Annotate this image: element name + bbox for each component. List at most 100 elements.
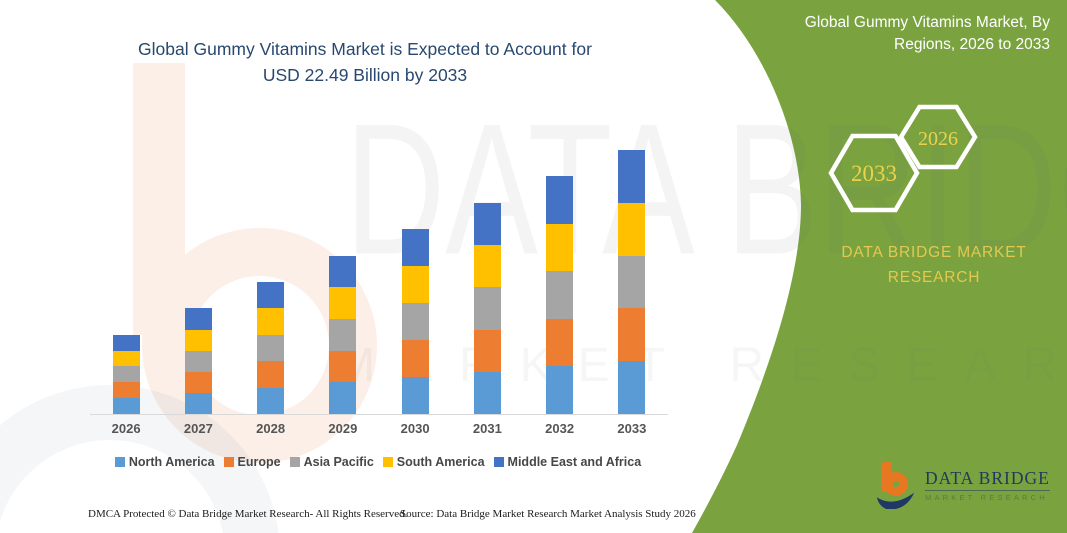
brand-text-watermark-line1: DATA BRIDGE	[345, 84, 1067, 294]
bar-segment	[257, 281, 285, 309]
bar-segment	[112, 382, 140, 399]
chart-main-title: Global Gummy Vitamins Market is Expected…	[138, 39, 592, 86]
bar-segment	[184, 392, 212, 414]
stacked-bar-chart	[90, 120, 668, 415]
year-hexagons: 2033 2026	[828, 104, 978, 213]
bar-segment	[618, 361, 646, 414]
bar-segment	[473, 329, 501, 372]
bar-segment	[401, 340, 429, 378]
bar-segment	[112, 398, 140, 414]
year-label: 2026	[111, 421, 141, 436]
legend-marker	[223, 457, 234, 467]
bar-segment	[329, 382, 357, 414]
bar-segment	[618, 202, 646, 256]
bar-segment	[329, 287, 357, 319]
bar-segment	[184, 371, 212, 393]
bar-segment	[473, 371, 501, 414]
bar-segment	[257, 361, 285, 388]
bar-segment	[257, 387, 285, 414]
stacked-bar-2031	[473, 202, 501, 414]
legend-marker	[493, 457, 504, 467]
stacked-bar-2028	[257, 281, 285, 414]
bar-segment	[618, 255, 646, 309]
year-label: 2033	[617, 421, 647, 436]
data-bridge-logo: DATA BRIDGE MARKET RESEARCH	[876, 461, 1050, 509]
legend-label: Europe	[237, 455, 281, 469]
bar-segment	[257, 334, 285, 362]
chart-legend: North America Europe Asia Pacific South Ame…	[86, 455, 670, 469]
bar-slot-2031	[451, 120, 523, 414]
logo-subtext: MARKET RESEARCH	[925, 493, 1048, 502]
legend-label: Asia Pacific	[303, 455, 374, 469]
bar-segment	[546, 271, 574, 319]
stacked-bar-2030	[401, 229, 429, 414]
bar-segment	[329, 350, 357, 383]
stacked-bar-2032	[546, 176, 574, 414]
brand-text-watermark-line2: MARKET RESEARCH	[335, 339, 1067, 392]
hexagon-2026-label: 2026	[918, 128, 958, 150]
stacked-bar-2027	[184, 308, 212, 414]
hexagon-2033	[828, 133, 920, 213]
bar-segment	[257, 308, 285, 335]
bar-segment	[329, 255, 357, 288]
bar-slot-2028	[235, 120, 307, 414]
legend-item: North America	[114, 455, 215, 469]
bar-segment	[112, 366, 140, 383]
legend-item: Middle East and Africa	[493, 455, 642, 469]
bar-segment	[473, 245, 501, 288]
bar-segment	[184, 308, 212, 330]
legend-marker	[382, 457, 393, 467]
year-label: 2028	[256, 421, 286, 436]
year-label: 2029	[328, 421, 358, 436]
source-note: Source: Data Bridge Market Research Mark…	[400, 508, 696, 520]
legend-item: South America	[382, 455, 485, 469]
legend-label: Middle East and Africa	[507, 455, 642, 469]
bar-segment	[546, 318, 574, 367]
legend-marker	[289, 457, 300, 467]
bar-slot-2032	[524, 120, 596, 414]
bar-slot-2026	[90, 120, 162, 414]
bar-segment	[618, 149, 646, 203]
bar-slot-2033	[596, 120, 668, 414]
bar-slot-2030	[379, 120, 451, 414]
stacked-bar-2026	[112, 334, 140, 414]
logo-name-text: DATA BRIDGE	[925, 468, 1050, 491]
bar-segment	[401, 303, 429, 341]
legend-marker	[114, 457, 125, 467]
band-brand-text: DATA BRIDGE MARKET RESEARCH	[841, 244, 1027, 286]
bar-segment	[401, 229, 429, 267]
bar-slot-2027	[162, 120, 234, 414]
stacked-bar-2029	[329, 255, 357, 414]
legend-label: North America	[128, 455, 215, 469]
bar-segment	[401, 266, 429, 304]
data-bridge-logo-icon	[876, 462, 915, 509]
x-axis-labels: 2026 2027 2028 2029 2030 2031 2032 2033	[90, 421, 668, 436]
bar-segment	[184, 329, 212, 351]
hexagon-2033-label: 2033	[851, 161, 897, 186]
year-label: 2032	[545, 421, 575, 436]
stacked-bar-2033	[618, 149, 646, 414]
bar-segment	[112, 334, 140, 351]
hexagon-2026	[898, 104, 978, 170]
year-label: 2031	[472, 421, 502, 436]
bar-segment	[546, 366, 574, 414]
bars-container	[90, 120, 668, 414]
bar-segment	[401, 377, 429, 414]
legend-label: South America	[396, 455, 485, 469]
bar-segment	[473, 287, 501, 330]
dmca-notice: DMCA Protected © Data Bridge Market Rese…	[88, 508, 408, 520]
bar-segment	[329, 318, 357, 351]
bar-segment	[546, 223, 574, 272]
bar-segment	[184, 350, 212, 372]
band-title: Global Gummy Vitamins Market, By Regions…	[804, 14, 1050, 54]
bar-slot-2029	[307, 120, 379, 414]
bar-segment	[473, 202, 501, 245]
year-label: 2027	[183, 421, 213, 436]
bar-segment	[618, 308, 646, 362]
bar-segment	[546, 176, 574, 224]
year-label: 2030	[400, 421, 430, 436]
bar-segment	[112, 350, 140, 367]
legend-item: Europe	[223, 455, 281, 469]
legend-item: Asia Pacific	[289, 455, 374, 469]
